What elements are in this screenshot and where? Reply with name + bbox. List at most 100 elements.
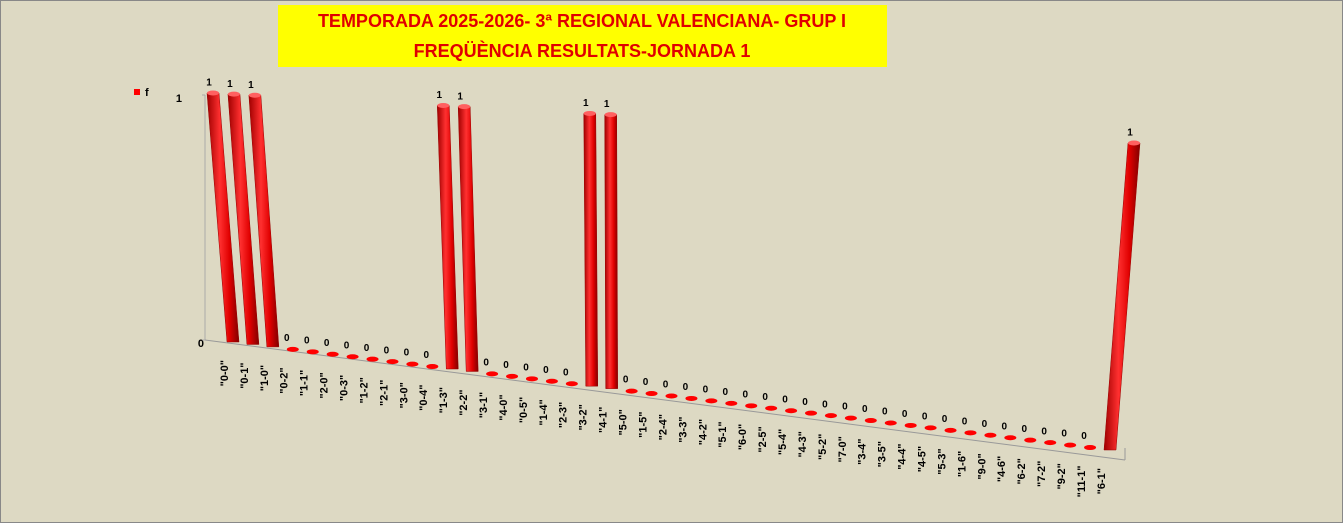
x-tick-label: "1-3": [438, 387, 450, 413]
bar-cap: [1128, 140, 1140, 146]
bar: [604, 114, 618, 389]
x-tick-label: "1-4": [538, 399, 550, 425]
data-label: 0: [782, 394, 788, 405]
bar: [326, 351, 339, 357]
x-tick-label: "4-0": [498, 394, 510, 420]
x-tick-label: "5-0": [618, 409, 630, 435]
x-tick-label: "7-0": [837, 436, 849, 462]
x-tick-label: "4-4": [897, 443, 909, 469]
legend-swatch: [134, 89, 140, 95]
legend-label: f: [145, 87, 149, 99]
data-label: 1: [227, 79, 233, 90]
x-tick-label: "2-3": [558, 402, 570, 428]
bar: [745, 403, 758, 409]
data-label: 0: [623, 375, 629, 386]
bar: [406, 361, 419, 367]
x-tick-label: "4-3": [797, 431, 809, 457]
data-label: 0: [404, 348, 410, 359]
data-label: 0: [762, 392, 768, 403]
bar: [824, 413, 837, 419]
chart-title: TEMPORADA 2025-2026- 3ª REGIONAL VALENCI…: [318, 11, 846, 31]
data-label: 0: [1002, 421, 1008, 432]
bar: [306, 349, 319, 355]
bar: [583, 113, 599, 387]
data-label: 0: [822, 399, 828, 410]
data-label: 0: [344, 340, 350, 351]
bar: [386, 359, 399, 365]
x-tick-label: "3-2": [578, 404, 590, 430]
floor-line: [204, 339, 1126, 461]
data-label: 1: [436, 90, 442, 101]
bar: [565, 381, 578, 387]
data-label: 0: [483, 358, 489, 369]
x-tick-label: "4-2": [697, 419, 709, 445]
bar: [1064, 442, 1077, 448]
bar: [725, 400, 738, 406]
bar: [1004, 435, 1017, 441]
bar: [625, 388, 638, 394]
data-label: 0: [942, 414, 948, 425]
data-label: 0: [384, 345, 390, 356]
x-tick-label: "6-2": [1016, 458, 1028, 484]
x-tick-label: "0-0": [219, 360, 231, 386]
bar: [984, 432, 997, 438]
bar: [286, 346, 299, 352]
bar-cap: [604, 112, 617, 118]
x-tick-label: "1-2": [358, 377, 370, 403]
bar: [545, 378, 558, 384]
x-tick-label: "0-4": [418, 385, 430, 411]
x-tick-label: "3-4": [857, 439, 869, 465]
data-label: 1: [583, 98, 589, 109]
data-label: 1: [248, 80, 254, 91]
bar-cap: [437, 103, 450, 108]
x-tick-label: "4-1": [598, 407, 610, 433]
bar: [864, 418, 877, 424]
bar: [705, 398, 718, 404]
data-label: 0: [723, 387, 729, 398]
x-tick-label: "2-0": [319, 372, 331, 398]
chart-subtitle: FREQÜÈNCIA RESULTATS-JORNADA 1: [414, 40, 751, 61]
bar: [645, 391, 658, 397]
data-label: 0: [902, 409, 908, 420]
x-tick-label: "5-3": [936, 448, 948, 474]
bar: [346, 354, 359, 360]
data-label: 0: [304, 335, 310, 346]
bar: [805, 410, 818, 416]
bar: [904, 422, 917, 428]
bar: [785, 408, 798, 414]
x-tick-label: "0-2": [279, 367, 291, 393]
bar: [426, 364, 439, 370]
x-tick-label: "1-0": [259, 365, 271, 391]
x-tick-label: "6-0": [737, 424, 749, 450]
data-label: 0: [324, 338, 330, 349]
x-tick-label: "0-3": [338, 375, 350, 401]
data-label: 0: [523, 362, 529, 373]
data-label: 0: [503, 360, 509, 371]
x-tick-label: "2-4": [657, 414, 669, 440]
data-label: 1: [604, 99, 610, 110]
x-tick-label: "3-1": [478, 392, 490, 418]
data-label: 0: [982, 419, 988, 430]
bar: [1084, 445, 1097, 451]
x-tick-label: "7-2": [1036, 461, 1048, 487]
data-label: 0: [802, 397, 808, 408]
bar: [1044, 440, 1057, 446]
bar: [884, 420, 897, 426]
data-label: 1: [206, 78, 212, 89]
data-label: 0: [663, 380, 669, 391]
bar: [248, 95, 280, 348]
x-tick-label: "5-2": [817, 434, 829, 460]
bar: [685, 395, 698, 401]
bar: [227, 93, 260, 345]
bar-cap: [227, 91, 240, 97]
bar: [844, 415, 857, 421]
bar: [525, 376, 538, 382]
x-tick-label: "5-4": [777, 429, 789, 455]
data-label: 0: [962, 416, 968, 427]
x-tick-label: "2-2": [458, 389, 470, 415]
bar: [944, 427, 957, 433]
y-tick-label: 0: [198, 338, 204, 350]
x-tick-label: "5-1": [717, 421, 729, 447]
data-label: 1: [457, 91, 463, 102]
